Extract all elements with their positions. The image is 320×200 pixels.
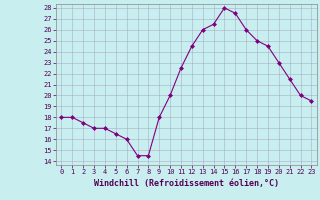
X-axis label: Windchill (Refroidissement éolien,°C): Windchill (Refroidissement éolien,°C) xyxy=(94,179,279,188)
